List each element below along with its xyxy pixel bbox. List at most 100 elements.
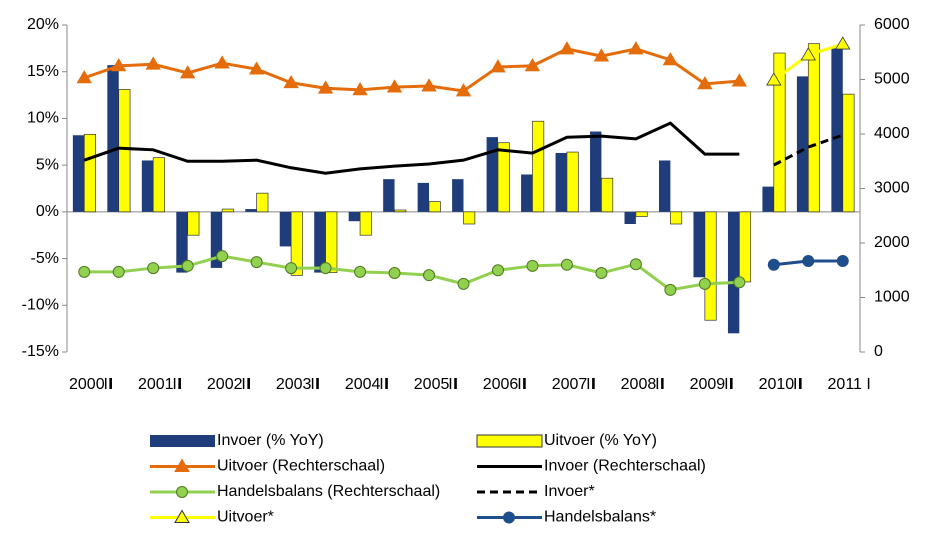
- marker: [490, 59, 506, 73]
- marker: [491, 264, 504, 277]
- bar: [221, 208, 234, 213]
- x-tick-label: 2007 I: [552, 376, 596, 393]
- bar: [417, 182, 430, 212]
- bar: [279, 211, 292, 247]
- marker: [352, 82, 368, 96]
- legend-item: Invoer (Rechterschaal): [477, 458, 706, 475]
- x-tick-label: 2008 I: [621, 376, 665, 393]
- x-tick-label: 2006 I: [483, 376, 527, 393]
- marker: [628, 41, 644, 55]
- y-tick-label: -15%: [22, 343, 59, 360]
- marker: [733, 276, 746, 289]
- legend-item: Handelsbalans*: [477, 509, 656, 526]
- legend-marker: [503, 511, 515, 524]
- bar: [842, 93, 855, 213]
- marker: [145, 56, 161, 70]
- marker: [524, 58, 541, 72]
- x-tick-label: II: [655, 376, 664, 393]
- bar: [394, 209, 407, 213]
- marker: [767, 258, 780, 271]
- x-tick-label: II: [172, 376, 181, 393]
- bar: [290, 211, 303, 276]
- x-tick-label: II: [793, 376, 802, 393]
- bar: [670, 211, 683, 225]
- y2-tick-label: 5000: [874, 71, 910, 88]
- marker: [802, 254, 815, 267]
- marker: [560, 258, 573, 271]
- bar: [590, 131, 602, 212]
- legend-label: Invoer*: [544, 483, 595, 500]
- bar: [463, 211, 476, 225]
- bar: [210, 211, 223, 268]
- marker: [78, 265, 91, 278]
- legend-label: Uitvoer (Rechterschaal): [217, 458, 385, 475]
- marker: [317, 80, 334, 94]
- legend-swatch: [476, 434, 543, 448]
- legend-marker: [176, 486, 188, 498]
- bar: [325, 211, 338, 273]
- bar: [497, 142, 510, 213]
- legend-label: Uitvoer (% YoY): [544, 432, 657, 449]
- marker: [766, 72, 782, 86]
- bar: [566, 151, 579, 213]
- marker: [455, 83, 472, 97]
- marker: [283, 74, 299, 89]
- bar: [831, 48, 843, 212]
- bar: [601, 177, 614, 213]
- marker: [388, 266, 401, 279]
- bar: [693, 211, 705, 278]
- marker: [593, 48, 610, 62]
- x-tick-label: 2002 I: [207, 376, 251, 393]
- bar: [187, 211, 200, 236]
- legend-label: Invoer (% YoY): [217, 432, 324, 449]
- legend-label: Invoer (Rechterschaal): [544, 458, 706, 475]
- bar: [807, 43, 821, 213]
- marker: [526, 259, 539, 272]
- bar: [658, 160, 671, 212]
- marker: [457, 277, 470, 290]
- bar: [118, 89, 131, 213]
- marker: [285, 262, 298, 275]
- marker: [76, 70, 92, 84]
- bar: [704, 211, 717, 321]
- legend-item: Invoer*: [477, 483, 595, 500]
- bar: [452, 179, 464, 212]
- x-tick-label: 2003 I: [276, 376, 320, 393]
- bar: [83, 133, 96, 213]
- x-tick-label: 2011 I: [828, 376, 871, 393]
- bar: [176, 211, 188, 273]
- legend-item: Invoer (% YoY): [150, 432, 324, 449]
- marker: [698, 277, 711, 290]
- legend-item: Handelsbalans (Rechterschaal): [150, 483, 440, 500]
- bar: [141, 160, 154, 212]
- bar: [486, 137, 498, 212]
- marker: [354, 265, 367, 278]
- bar: [314, 211, 326, 273]
- legend-item: Uitvoer*: [150, 509, 274, 526]
- marker: [423, 269, 436, 282]
- bar: [738, 211, 752, 283]
- bar: [72, 135, 85, 212]
- marker: [319, 262, 332, 275]
- bar: [532, 120, 545, 213]
- marker: [421, 78, 437, 92]
- y2-tick-label: 1000: [874, 289, 910, 306]
- marker: [111, 58, 127, 72]
- marker: [179, 65, 196, 79]
- y2-tick-label: 4000: [874, 125, 910, 142]
- x-tick-label: II: [724, 376, 733, 393]
- marker: [697, 76, 713, 90]
- legend-swatch: [150, 435, 215, 447]
- bar: [245, 209, 257, 212]
- line: [83, 121, 740, 175]
- bar: [635, 211, 648, 217]
- line: [83, 47, 740, 93]
- bar: [107, 65, 119, 212]
- y2-tick-label: 6000: [874, 16, 910, 33]
- y-tick-label: -5%: [31, 250, 59, 267]
- bar: [796, 76, 809, 212]
- marker: [662, 52, 679, 66]
- bar: [359, 211, 372, 236]
- y2-tick-label: 3000: [874, 180, 910, 197]
